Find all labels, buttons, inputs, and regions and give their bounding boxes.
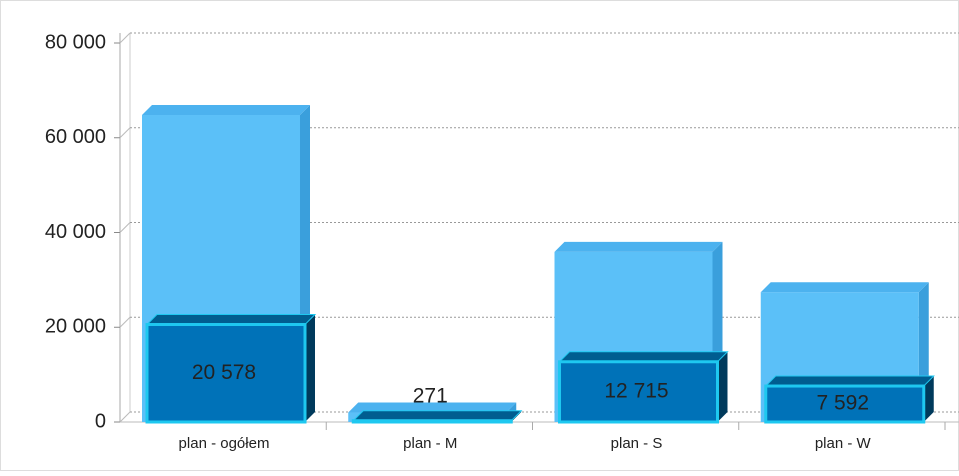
value-label: 12 715 [604,379,668,402]
grid-line [119,222,131,233]
bar-side [923,376,934,422]
bar [764,384,926,424]
grid-line [119,127,131,139]
bar [351,419,513,424]
bar-top [760,282,929,293]
bar [145,323,307,424]
grid-line [119,316,131,328]
y-tick-label: 20 000 [45,316,106,338]
x-tick-label: plan - M [403,435,457,452]
value-label: 20 578 [192,361,256,384]
y-tick-label: 40 000 [45,221,106,243]
grid-line [119,411,131,423]
bar-top [764,375,935,387]
bar-top [145,314,317,326]
bar [558,360,719,424]
bar-top [352,410,523,422]
x-tick-label: plan - W [815,435,872,452]
bar-top [554,241,723,252]
value-label: 271 [413,384,448,407]
bar-side [305,314,315,422]
value-label: 7 592 [816,392,869,415]
bar-top [142,105,310,116]
y-tick-label: 80 000 [45,31,106,53]
grid-line [119,32,131,44]
x-tick-label: plan - S [611,435,663,452]
bar-top [348,402,517,413]
y-tick-label: 0 [95,410,106,432]
y-tick-label: 60 000 [45,126,106,148]
bar-side [717,351,728,422]
x-tick-label: plan - ogółem [179,435,270,452]
